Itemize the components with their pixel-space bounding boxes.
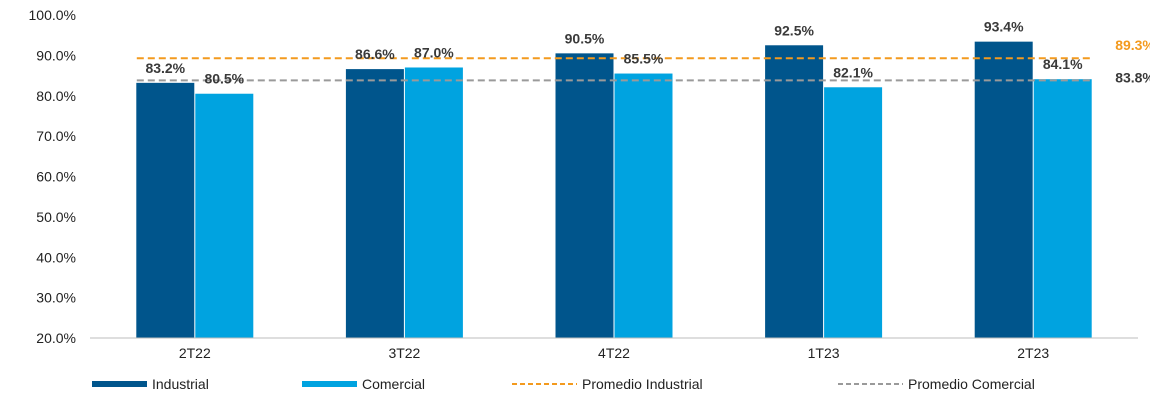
bar-comercial-4t22 [614,73,673,338]
y-axis: 20.0% 30.0% 40.0% 50.0% 60.0% 70.0% 80.0% 90.0%… [29,7,76,346]
legend: Industrial Comercial Promedio Industrial Pr… [92,376,1035,392]
bar-industrial-3t22 [345,69,404,338]
data-labels: 83.2% 80.5% 86.6% 87.0% 90.5% 85.5% 92.5% 82.1%… [145,19,1150,87]
data-label: 93.4% [984,19,1024,35]
legend-label: Promedio Industrial [582,376,703,392]
bar-industrial-2t23 [974,41,1033,339]
x-tick-label: 4T22 [598,345,630,361]
y-tick-label: 30.0% [36,290,76,306]
data-label: 90.5% [565,30,605,46]
y-tick-label: 80.0% [36,88,76,104]
y-tick-label: 90.0% [36,47,76,63]
x-tick-label: 1T23 [808,345,840,361]
legend-label: Promedio Comercial [908,376,1035,392]
average-label: 89.3% [1115,37,1150,53]
legend-swatch [302,381,357,387]
y-tick-label: 70.0% [36,128,76,144]
y-tick-label: 50.0% [36,209,76,225]
y-tick-label: 40.0% [36,249,76,265]
bar-industrial-2t22 [136,82,195,338]
bar-comercial-3t22 [404,67,463,339]
bars [136,41,1092,339]
bar-comercial-2t23 [1033,79,1092,338]
data-label: 80.5% [204,71,244,87]
data-label: 86.6% [355,46,395,62]
legend-item: Promedio Comercial [838,376,1035,392]
legend-item: Comercial [302,376,425,392]
bar-comercial-1t23 [824,87,883,339]
bar-industrial-4t22 [555,53,614,338]
data-label: 83.2% [145,60,185,76]
legend-label: Comercial [362,376,425,392]
average-label: 83.8% [1115,69,1150,85]
legend-label: Industrial [152,376,209,392]
x-tick-label: 3T22 [388,345,420,361]
x-tick-label: 2T22 [179,345,211,361]
data-label: 85.5% [624,51,664,67]
y-tick-label: 60.0% [36,169,76,185]
x-tick-label: 2T23 [1017,345,1049,361]
bar-industrial-1t23 [765,45,824,338]
bar-comercial-2t22 [195,93,254,338]
legend-swatch [92,381,147,387]
data-label: 87.0% [414,44,454,60]
data-label: 82.1% [833,64,873,80]
average-lines [136,57,1092,82]
data-label: 84.1% [1043,56,1083,72]
x-axis: 2T22 3T22 4T22 1T23 2T23 [90,337,1138,361]
legend-item: Promedio Industrial [512,376,703,392]
data-label: 92.5% [774,22,814,38]
legend-item: Industrial [92,376,209,392]
y-tick-label: 100.0% [29,7,76,23]
y-tick-label: 20.0% [36,330,76,346]
